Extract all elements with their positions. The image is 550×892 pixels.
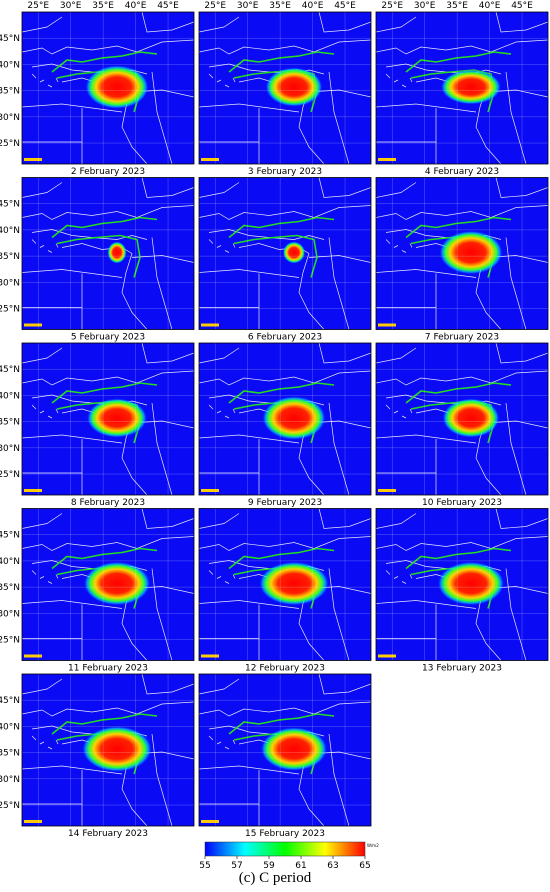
panel-frame xyxy=(198,11,372,165)
heat-anomaly xyxy=(262,396,326,440)
colorbar-label: 55 xyxy=(199,861,210,871)
lon-label: 30°E xyxy=(60,1,82,11)
colorbar-label: 61 xyxy=(295,861,306,871)
date-label: 3 February 2023 xyxy=(248,167,322,177)
heat-anomaly xyxy=(439,230,503,275)
panel-frame xyxy=(21,11,195,165)
lat-label: 40°N xyxy=(0,60,20,70)
lon-label: 25°E xyxy=(27,1,49,11)
lat-label: 25°N xyxy=(0,801,20,811)
panel-frame xyxy=(375,342,549,496)
lon-label: 40°E xyxy=(125,1,147,11)
colorbar-label: 65 xyxy=(359,861,370,871)
panel-frame xyxy=(375,11,549,165)
lat-label: 40°N xyxy=(0,557,20,567)
lon-label: 25°E xyxy=(381,1,403,11)
panel-frame xyxy=(375,508,549,661)
lat-label: 30°N xyxy=(0,775,20,785)
panel-frame xyxy=(375,177,549,330)
lat-label: 25°N xyxy=(0,636,20,646)
date-label: 2 February 2023 xyxy=(71,167,145,177)
panel-frame xyxy=(21,177,195,330)
lat-label: 45°N xyxy=(0,696,20,706)
lat-label: 30°N xyxy=(0,609,20,619)
lon-label: 45°E xyxy=(334,1,356,11)
date-label: 15 February 2023 xyxy=(245,829,325,839)
colorbar-unit: W/m2 xyxy=(367,843,379,848)
colorbar-label: 57 xyxy=(231,861,242,871)
lat-label: 35°N xyxy=(0,87,20,97)
heat-anomaly xyxy=(258,561,330,606)
panel-frame xyxy=(198,508,372,661)
lat-label: 30°N xyxy=(0,278,20,288)
heat-anomaly xyxy=(85,65,149,109)
panel-frame xyxy=(198,342,372,496)
lat-label: 45°N xyxy=(0,365,20,375)
heat-anomaly xyxy=(282,241,306,264)
heat-anomaly xyxy=(260,727,328,771)
lat-label: 35°N xyxy=(0,583,20,593)
lat-label: 40°N xyxy=(0,391,20,401)
panel-frame xyxy=(21,342,195,496)
heat-anomaly xyxy=(437,561,505,606)
panel-frame xyxy=(198,673,372,827)
lat-label: 35°N xyxy=(0,749,20,759)
heat-anomaly xyxy=(107,241,127,264)
date-label: 13 February 2023 xyxy=(422,664,502,674)
lat-label: 40°N xyxy=(0,226,20,236)
colorbar xyxy=(204,841,366,857)
lat-label: 25°N xyxy=(0,139,20,149)
date-label: 7 February 2023 xyxy=(425,333,499,343)
date-label: 14 February 2023 xyxy=(68,829,148,839)
lon-label: 35°E xyxy=(446,1,468,11)
lon-label: 30°E xyxy=(414,1,436,11)
heat-anomaly xyxy=(83,561,151,606)
lon-label: 25°E xyxy=(204,1,226,11)
date-label: 5 February 2023 xyxy=(71,333,145,343)
date-label: 10 February 2023 xyxy=(422,498,502,508)
heat-anomaly xyxy=(86,398,148,438)
lat-label: 25°N xyxy=(0,305,20,315)
date-label: 6 February 2023 xyxy=(248,333,322,343)
lat-label: 45°N xyxy=(0,34,20,44)
lon-label: 35°E xyxy=(269,1,291,11)
panel-frame xyxy=(21,508,195,661)
lat-label: 45°N xyxy=(0,531,20,541)
lon-label: 45°E xyxy=(157,1,179,11)
colorbar-label: 63 xyxy=(327,861,338,871)
panel-frame xyxy=(198,177,372,330)
heat-anomaly xyxy=(81,725,153,773)
lon-label: 40°E xyxy=(479,1,501,11)
date-label: 4 February 2023 xyxy=(425,167,499,177)
lon-label: 30°E xyxy=(237,1,259,11)
lon-label: 35°E xyxy=(92,1,114,11)
heat-anomaly xyxy=(265,67,323,107)
date-label: 12 February 2023 xyxy=(245,664,325,674)
lat-label: 45°N xyxy=(0,200,20,210)
heat-anomaly xyxy=(442,398,500,438)
date-label: 8 February 2023 xyxy=(71,498,145,508)
heat-anomaly xyxy=(440,69,502,105)
lat-label: 35°N xyxy=(0,252,20,262)
lat-label: 40°N xyxy=(0,722,20,732)
date-label: 9 February 2023 xyxy=(248,498,322,508)
date-label: 11 February 2023 xyxy=(68,664,148,674)
lon-label: 40°E xyxy=(302,1,324,11)
lat-label: 25°N xyxy=(0,470,20,480)
colorbar-label: 59 xyxy=(263,861,275,871)
panel-frame xyxy=(21,673,195,827)
lat-label: 30°N xyxy=(0,444,20,454)
lat-label: 30°N xyxy=(0,113,20,123)
caption: (c) C period xyxy=(239,870,312,886)
lat-label: 35°N xyxy=(0,418,20,428)
lon-label: 45°E xyxy=(511,1,533,11)
